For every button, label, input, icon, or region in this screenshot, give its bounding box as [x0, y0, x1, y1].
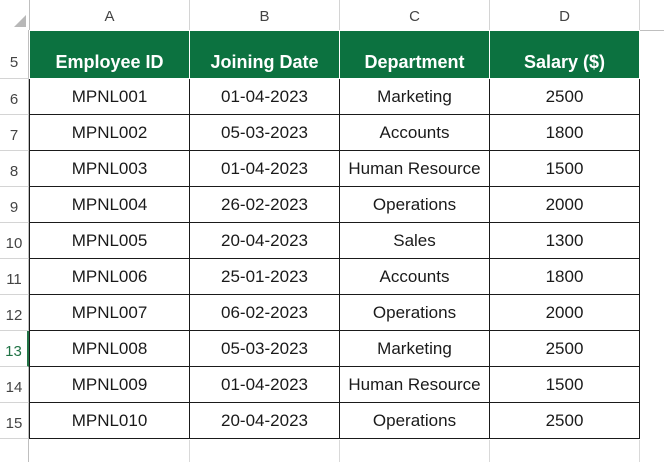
cell-employee-id[interactable]: MPNL009 [29, 366, 190, 403]
cell-employee-id[interactable]: MPNL001 [29, 78, 190, 115]
row-header-12[interactable]: 12 [0, 295, 29, 331]
header-joining-date[interactable]: Joining Date [189, 30, 340, 79]
table-row: MPNL008 05-03-2023 Marketing 2500 [29, 330, 640, 367]
select-all-button[interactable] [0, 0, 30, 30]
employee-table: Employee ID Joining Date Department Sala… [29, 30, 640, 439]
cell-joining-date[interactable]: 01-04-2023 [189, 366, 340, 403]
cell-employee-id[interactable]: MPNL008 [29, 330, 190, 367]
cell-salary[interactable]: 2500 [489, 78, 640, 115]
cell-salary[interactable]: 2000 [489, 294, 640, 331]
table-row: MPNL010 20-04-2023 Operations 2500 [29, 402, 640, 439]
cell-joining-date[interactable]: 20-04-2023 [189, 402, 340, 439]
table-row: MPNL005 20-04-2023 Sales 1300 [29, 222, 640, 259]
cell-joining-date[interactable]: 05-03-2023 [189, 330, 340, 367]
cell-salary[interactable]: 1800 [489, 258, 640, 295]
row-header-9[interactable]: 9 [0, 187, 29, 223]
cell-joining-date[interactable]: 01-04-2023 [189, 150, 340, 187]
table-row: MPNL001 01-04-2023 Marketing 2500 [29, 78, 640, 115]
cell-department[interactable]: Human Resource [339, 150, 490, 187]
header-department[interactable]: Department [339, 30, 490, 79]
cell-employee-id[interactable]: MPNL003 [29, 150, 190, 187]
cell-salary[interactable]: 1500 [489, 150, 640, 187]
gridline [339, 440, 340, 462]
row-header-14[interactable]: 14 [0, 367, 29, 403]
table-header-row: Employee ID Joining Date Department Sala… [29, 30, 640, 79]
table-row: MPNL007 06-02-2023 Operations 2000 [29, 294, 640, 331]
column-header-a[interactable]: A [30, 0, 190, 30]
cell-salary[interactable]: 1800 [489, 114, 640, 151]
gridline [639, 440, 640, 462]
cell-department[interactable]: Operations [339, 186, 490, 223]
cell-salary[interactable]: 2500 [489, 402, 640, 439]
cell-department[interactable]: Accounts [339, 258, 490, 295]
column-header-d[interactable]: D [490, 0, 640, 30]
row-header-10[interactable]: 10 [0, 223, 29, 259]
cell-department[interactable]: Human Resource [339, 366, 490, 403]
cell-joining-date[interactable]: 01-04-2023 [189, 78, 340, 115]
cell-joining-date[interactable]: 05-03-2023 [189, 114, 340, 151]
cell-joining-date[interactable]: 25-01-2023 [189, 258, 340, 295]
cell-salary[interactable]: 1500 [489, 366, 640, 403]
cell-joining-date[interactable]: 06-02-2023 [189, 294, 340, 331]
row-header-5[interactable]: 5 [0, 30, 29, 79]
cell-department[interactable]: Accounts [339, 114, 490, 151]
table-row: MPNL009 01-04-2023 Human Resource 1500 [29, 366, 640, 403]
row-header-8[interactable]: 8 [0, 151, 29, 187]
cell-joining-date[interactable]: 20-04-2023 [189, 222, 340, 259]
header-employee-id[interactable]: Employee ID [29, 30, 190, 79]
cell-department[interactable]: Marketing [339, 78, 490, 115]
row-header-16[interactable] [0, 439, 29, 462]
gridline [489, 440, 490, 462]
row-header-11[interactable]: 11 [0, 259, 29, 295]
cell-employee-id[interactable]: MPNL005 [29, 222, 190, 259]
table-row: MPNL002 05-03-2023 Accounts 1800 [29, 114, 640, 151]
cell-employee-id[interactable]: MPNL010 [29, 402, 190, 439]
header-salary[interactable]: Salary ($) [489, 30, 640, 79]
row-header-6[interactable]: 6 [0, 79, 29, 115]
table-row: MPNL006 25-01-2023 Accounts 1800 [29, 258, 640, 295]
select-all-triangle-icon [14, 15, 26, 27]
cell-employee-id[interactable]: MPNL006 [29, 258, 190, 295]
cell-employee-id[interactable]: MPNL002 [29, 114, 190, 151]
table-row: MPNL003 01-04-2023 Human Resource 1500 [29, 150, 640, 187]
cell-employee-id[interactable]: MPNL007 [29, 294, 190, 331]
cell-employee-id[interactable]: MPNL004 [29, 186, 190, 223]
cell-salary[interactable]: 1300 [489, 222, 640, 259]
column-header-bar: A B C D [0, 0, 664, 31]
row-header-15[interactable]: 15 [0, 403, 29, 439]
cell-department[interactable]: Operations [339, 402, 490, 439]
table-row: MPNL004 26-02-2023 Operations 2000 [29, 186, 640, 223]
column-header-c[interactable]: C [340, 0, 490, 30]
column-header-b[interactable]: B [190, 0, 340, 30]
cell-salary[interactable]: 2500 [489, 330, 640, 367]
cell-department[interactable]: Sales [339, 222, 490, 259]
cell-salary[interactable]: 2000 [489, 186, 640, 223]
cell-department[interactable]: Marketing [339, 330, 490, 367]
cell-department[interactable]: Operations [339, 294, 490, 331]
gridline [189, 440, 190, 462]
row-header-13[interactable]: 13 [0, 331, 29, 367]
cell-joining-date[interactable]: 26-02-2023 [189, 186, 340, 223]
row-header-7[interactable]: 7 [0, 115, 29, 151]
